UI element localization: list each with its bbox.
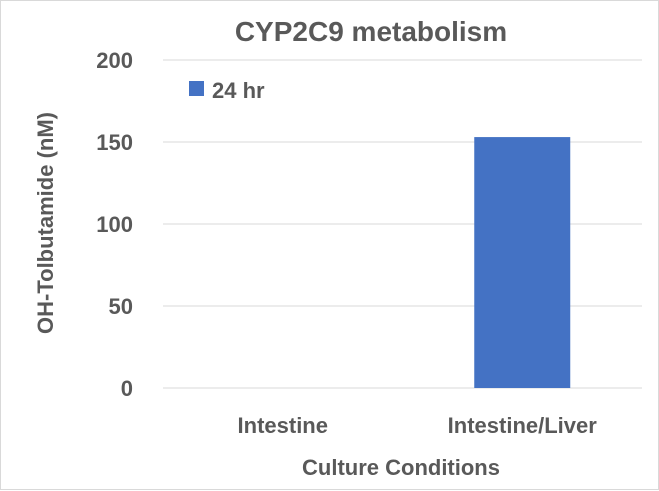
legend: 24 hr xyxy=(189,78,265,103)
y-tick-label: 50 xyxy=(109,294,133,319)
y-tick-label: 200 xyxy=(96,48,133,73)
legend-label: 24 hr xyxy=(212,78,265,103)
y-tick-label: 0 xyxy=(121,376,133,401)
y-axis-title: OH-Tolbutamide (nM) xyxy=(33,112,58,334)
y-tick-labels: 0 50 100 150 200 xyxy=(96,48,133,401)
bar xyxy=(474,137,571,388)
legend-swatch xyxy=(189,81,204,96)
x-axis-title: Culture Conditions xyxy=(302,455,500,480)
x-tick-label: Intestine/Liver xyxy=(448,413,598,438)
y-tick-label: 100 xyxy=(96,212,133,237)
chart-title: CYP2C9 metabolism xyxy=(235,16,507,47)
bars xyxy=(474,137,571,388)
x-tick-labels: Intestine Intestine/Liver xyxy=(238,413,598,438)
y-tick-label: 150 xyxy=(96,130,133,155)
x-tick-label: Intestine xyxy=(238,413,328,438)
